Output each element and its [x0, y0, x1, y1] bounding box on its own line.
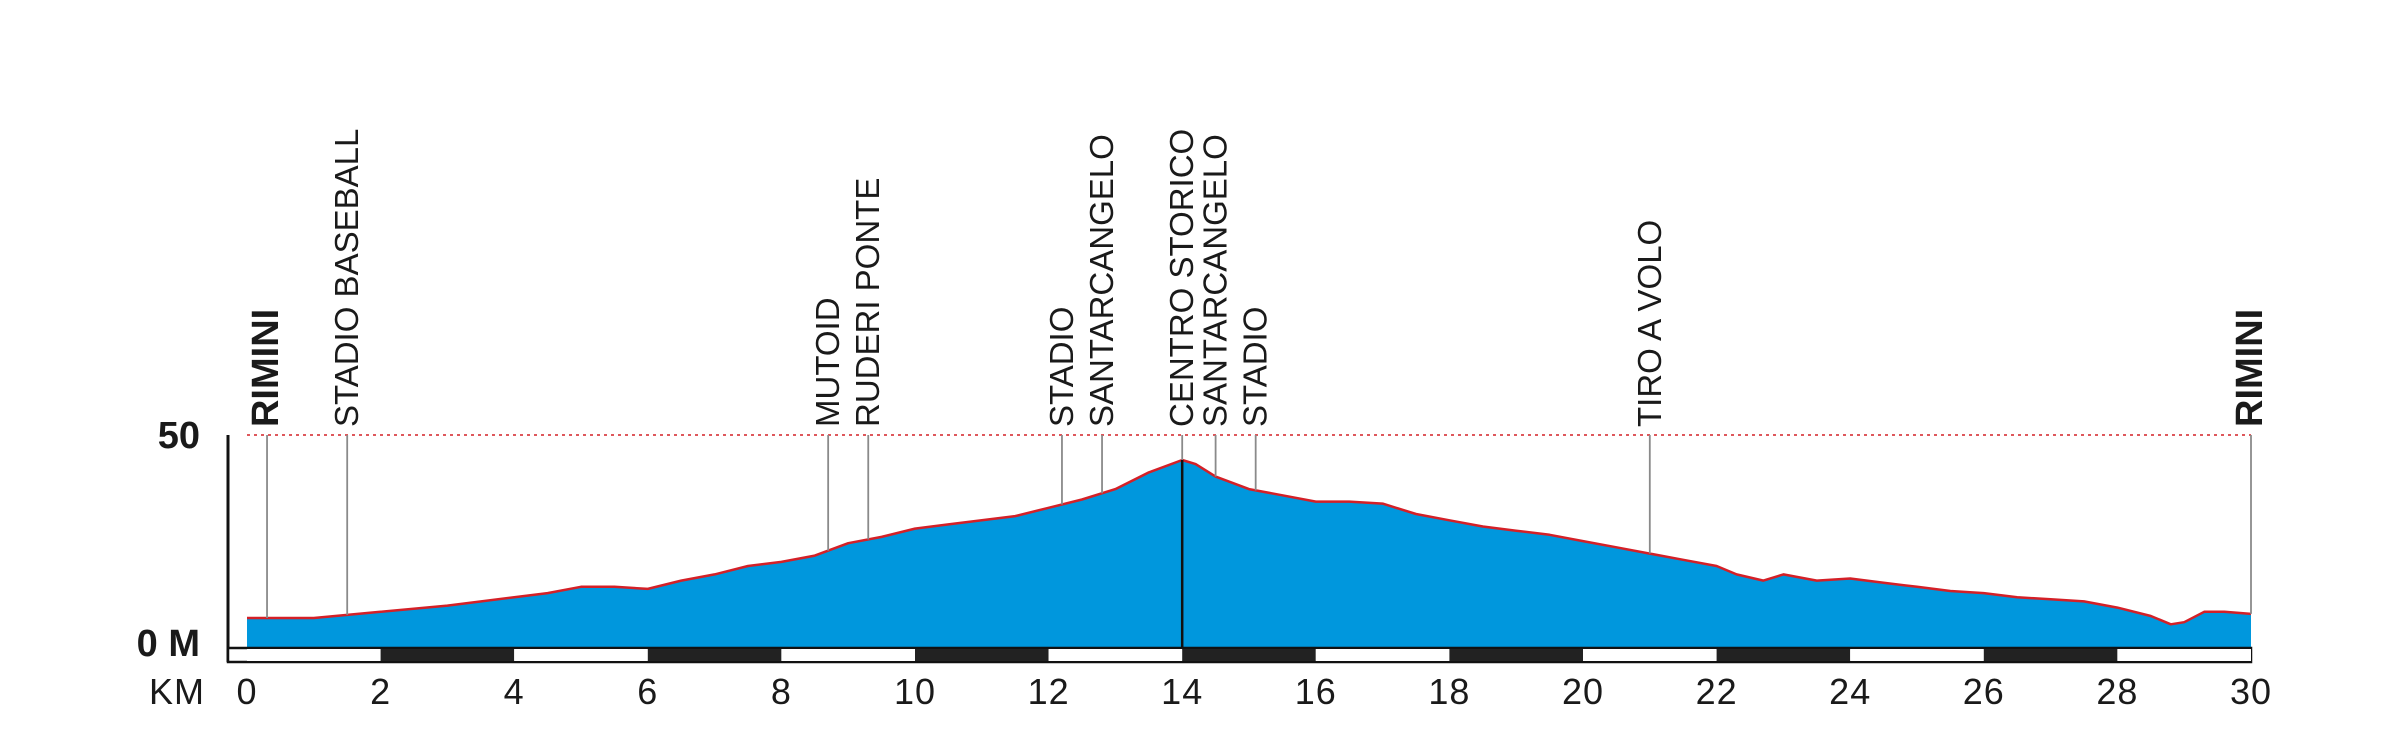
scale-segment-12 [1850, 649, 1984, 661]
scale-segment-1 [380, 649, 515, 661]
x-tick-label-15: 30 [2230, 671, 2272, 712]
x-tick-label-9: 18 [1428, 671, 1470, 712]
elevation-outline [247, 458, 2252, 626]
location-label-9: TIRO A VOLO [1631, 220, 1668, 427]
scale-segment-4 [781, 649, 915, 661]
x-tick-label-13: 26 [1963, 671, 2005, 712]
x-tick-label-0: 0 [236, 671, 257, 712]
scale-segment-2 [514, 649, 648, 661]
y-tick-label-1: 50 [158, 415, 200, 457]
x-tick-label-4: 8 [771, 671, 792, 712]
x-tick-labels: KM 0 2 4 6 8 10 12 14 16 18 20 22 24 26 28 30 [149, 671, 2272, 712]
location-label-0: RIMINI [245, 309, 287, 427]
km-scale-bar [226, 646, 2253, 664]
x-tick-label-1: 2 [370, 671, 391, 712]
scale-segment-5 [915, 649, 1049, 661]
x-tick-label-8: 16 [1295, 671, 1337, 712]
y-tick-label-0: 0 M [137, 623, 200, 665]
elevation-area-layer [247, 458, 2252, 648]
location-label-6: CENTRO STORICO [1163, 129, 1200, 427]
scale-segment-10 [1583, 649, 1717, 661]
elevation-area [247, 460, 2251, 648]
scale-segment-8 [1315, 649, 1450, 661]
scale-segment-14 [2117, 649, 2251, 661]
scale-segment-0 [247, 649, 381, 661]
x-tick-label-6: 12 [1028, 671, 1070, 712]
x-tick-label-14: 28 [2096, 671, 2138, 712]
x-axis-unit-label: KM [149, 671, 205, 712]
y-tick-labels: 0 M 50 [137, 415, 200, 665]
location-label-7: SANTARCANGELO [1197, 134, 1234, 427]
location-label-3: RUDERI PONTE [849, 178, 886, 427]
x-tick-label-10: 20 [1562, 671, 1604, 712]
x-tick-label-7: 14 [1161, 671, 1203, 712]
x-tick-label-11: 22 [1696, 671, 1738, 712]
location-labels: RIMINI STADIO BASEBALL MUTOID RUDERI PONTE S… [245, 129, 2271, 427]
scale-segment-11 [1716, 649, 1851, 661]
location-label-10: RIMINI [2229, 309, 2271, 427]
location-label-5: SANTARCANGELO [1083, 134, 1120, 427]
scale-segment-6 [1048, 649, 1183, 661]
x-tick-label-5: 10 [894, 671, 936, 712]
x-tick-label-2: 4 [504, 671, 525, 712]
location-label-8: STADIO [1237, 307, 1274, 427]
x-tick-label-12: 24 [1829, 671, 1871, 712]
x-tick-label-3: 6 [637, 671, 658, 712]
scale-segment-3 [647, 649, 782, 661]
scale-segment-9 [1449, 649, 1583, 661]
location-label-2: MUTOID [809, 297, 846, 427]
scale-segment-7 [1182, 649, 1316, 661]
location-guides-layer [266, 435, 2252, 648]
location-label-4: STADIO [1043, 307, 1080, 427]
location-label-1: STADIO BASEBALL [328, 129, 365, 427]
scale-segment-13 [1983, 649, 2118, 661]
